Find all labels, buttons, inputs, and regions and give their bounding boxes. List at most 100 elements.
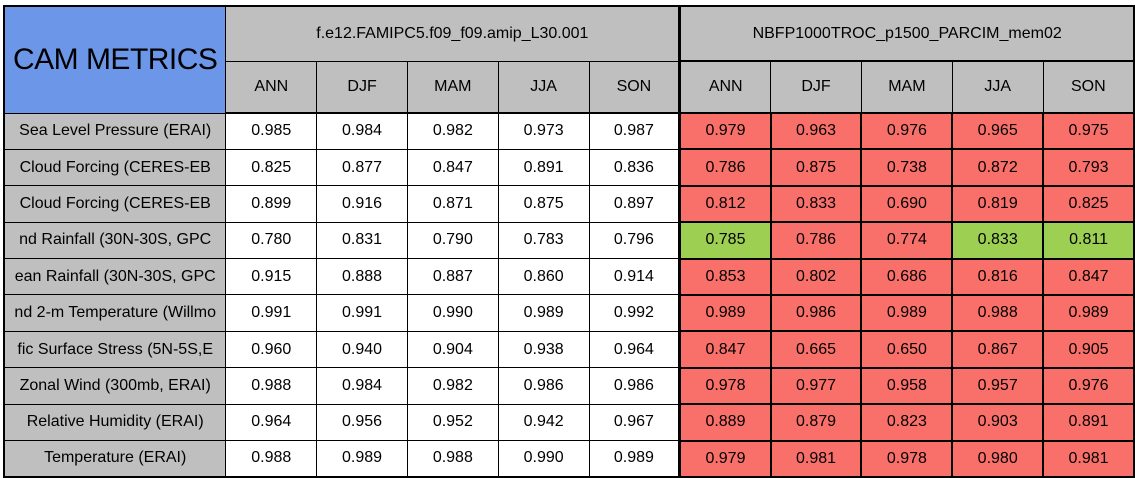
- run1-value-cell: 0.796: [588, 221, 681, 260]
- run2-season-djf: DJF: [770, 60, 862, 114]
- season-header-row: ANN DJF MAM JJA SON ANN DJF MAM JJA SON: [4, 60, 1135, 114]
- run2-value-cell: 0.988: [951, 293, 1045, 333]
- run2-value-cell: 0.690: [860, 184, 954, 224]
- run1-value-cell: 0.915: [225, 258, 318, 296]
- run1-value-cell: 0.956: [316, 403, 408, 442]
- run1-value-cell: 0.991: [316, 294, 408, 332]
- run1-season-djf: DJF: [316, 60, 408, 114]
- run2-value-cell: 0.905: [1042, 330, 1135, 369]
- metric-label: ean Rainfall (30N-30S, GPC: [3, 258, 227, 296]
- table-row: fic Surface Stress (5N-5S,E 0.960 0.940 0.9…: [3, 330, 1135, 369]
- run2-value-cell: 0.786: [678, 148, 772, 187]
- run2-value-cell: 0.975: [1042, 111, 1135, 151]
- run1-header: f.e12.FAMIPC5.f09_f09.amip_L30.001: [225, 5, 681, 62]
- run1-value-cell: 0.897: [588, 185, 681, 223]
- run1-value-cell: 0.988: [406, 440, 499, 478]
- run2-season-ann: ANN: [678, 60, 772, 114]
- run2-value-cell: 0.812: [678, 184, 772, 224]
- metric-label: Zonal Wind (300mb, ERAI): [3, 367, 227, 405]
- run1-value-cell: 0.942: [497, 403, 590, 442]
- run2-value-cell: 0.785: [678, 221, 772, 260]
- run2-value-cell: 0.872: [951, 148, 1045, 187]
- run2-season-mam: MAM: [860, 60, 953, 114]
- metric-label: nd Rainfall (30N-30S, GPC: [3, 221, 227, 260]
- run1-value-cell: 0.964: [588, 330, 681, 369]
- run1-value-cell: 0.990: [406, 294, 499, 332]
- run2-value-cell: 0.816: [951, 257, 1045, 296]
- run2-value-cell: 0.686: [860, 257, 954, 296]
- run2-value-cell: 0.825: [1042, 184, 1135, 224]
- run1-value-cell: 0.836: [588, 148, 681, 187]
- run2-value-cell: 0.965: [951, 111, 1045, 151]
- run1-value-cell: 0.888: [316, 258, 408, 296]
- table-title: CAM METRICS: [3, 5, 227, 114]
- metric-label: Temperature (ERAI): [3, 440, 227, 478]
- run1-value-cell: 0.831: [316, 221, 408, 260]
- run-header-row: CAM METRICS f.e12.FAMIPC5.f09_f09.amip_L…: [3, 5, 1135, 114]
- run2-value-cell: 0.981: [1042, 439, 1135, 478]
- run1-value-cell: 0.984: [316, 367, 408, 405]
- run1-value-cell: 0.780: [225, 221, 318, 260]
- run1-season-mam: MAM: [406, 60, 499, 114]
- run1-value-cell: 0.875: [497, 185, 590, 223]
- run2-value-cell: 0.989: [678, 293, 772, 333]
- run1-value-cell: 0.984: [316, 112, 408, 150]
- run1-value-cell: 0.990: [497, 440, 590, 478]
- run2-value-cell: 0.979: [678, 439, 772, 478]
- table-row: Zonal Wind (300mb, ERAI) 0.988 0.984 0.982 0…: [3, 366, 1135, 406]
- run1-value-cell: 0.960: [225, 330, 318, 369]
- table-row: nd 2-m Temperature (Willmo 0.991 0.991 0.99…: [3, 293, 1135, 333]
- run2-value-cell: 0.980: [951, 439, 1045, 478]
- table-row: Sea Level Pressure (ERAI) 0.985 0.984 0.982…: [3, 111, 1135, 151]
- table-row: Relative Humidity (ERAI) 0.964 0.956 0.952 0…: [3, 403, 1135, 442]
- run1-value-cell: 0.860: [497, 258, 590, 296]
- table-row: Cloud Forcing (CERES-EB 0.825 0.877 0.847 0.…: [3, 148, 1135, 187]
- run2-value-cell: 0.958: [860, 366, 954, 406]
- run2-value-cell: 0.978: [678, 366, 772, 406]
- run2-value-cell: 0.867: [951, 330, 1045, 369]
- run2-value-cell: 0.891: [1042, 403, 1135, 442]
- run2-value-cell: 0.879: [769, 403, 863, 442]
- run2-value-cell: 0.981: [769, 439, 863, 478]
- run2-season-son: SON: [1042, 60, 1135, 114]
- run2-value-cell: 0.738: [860, 148, 954, 187]
- metric-label: nd 2-m Temperature (Willmo: [3, 294, 227, 332]
- run1-value-cell: 0.916: [316, 185, 408, 223]
- run1-value-cell: 0.982: [406, 367, 499, 405]
- metric-label: Sea Level Pressure (ERAI): [3, 112, 227, 150]
- run1-value-cell: 0.988: [225, 367, 318, 405]
- run1-value-cell: 0.967: [588, 403, 681, 442]
- run2-value-cell: 0.833: [951, 221, 1045, 260]
- metric-label: Cloud Forcing (CERES-EB: [3, 148, 227, 187]
- run1-value-cell: 0.988: [225, 440, 318, 478]
- run2-value-cell: 0.786: [769, 221, 863, 260]
- run1-value-cell: 0.825: [225, 148, 318, 187]
- run1-value-cell: 0.938: [497, 330, 590, 369]
- run2-value-cell: 0.811: [1042, 221, 1135, 260]
- run1-value-cell: 0.847: [406, 148, 499, 187]
- run2-value-cell: 0.963: [769, 111, 863, 151]
- run2-value-cell: 0.976: [1042, 366, 1135, 406]
- run1-value-cell: 0.877: [316, 148, 408, 187]
- run2-value-cell: 0.986: [769, 293, 863, 333]
- run2-value-cell: 0.774: [860, 221, 954, 260]
- run1-value-cell: 0.989: [497, 294, 590, 332]
- run1-value-cell: 0.985: [225, 112, 318, 150]
- run2-value-cell: 0.889: [678, 403, 772, 442]
- table-row: Cloud Forcing (CERES-EB 0.899 0.916 0.871 0.…: [3, 184, 1135, 224]
- run1-value-cell: 0.991: [225, 294, 318, 332]
- run2-value-cell: 0.847: [1042, 257, 1135, 296]
- run2-value-cell: 0.853: [678, 257, 772, 296]
- run1-season-jja: JJA: [497, 60, 590, 114]
- run1-season-ann: ANN: [225, 60, 318, 114]
- run1-value-cell: 0.783: [497, 221, 590, 260]
- run1-value-cell: 0.887: [406, 258, 499, 296]
- metric-label: Relative Humidity (ERAI): [3, 403, 227, 442]
- run2-value-cell: 0.903: [951, 403, 1045, 442]
- run2-value-cell: 0.979: [678, 111, 772, 151]
- run1-season-son: SON: [588, 60, 681, 114]
- run2-value-cell: 0.989: [860, 293, 954, 333]
- run1-value-cell: 0.790: [406, 221, 499, 260]
- run2-value-cell: 0.823: [860, 403, 954, 442]
- run1-value-cell: 0.904: [406, 330, 499, 369]
